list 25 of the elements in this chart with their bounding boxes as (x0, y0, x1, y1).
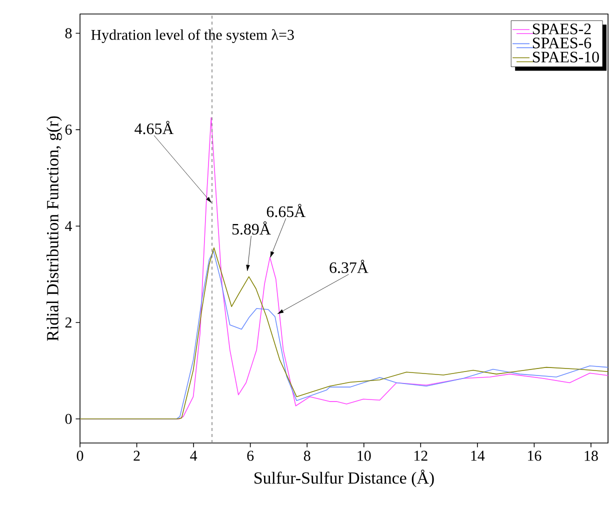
annotation: Hydration level of the system λ=3 (91, 29, 294, 43)
y-tick-label: 8 (65, 28, 72, 38)
x-tick-label: 10 (358, 450, 371, 461)
x-tick-label: 6 (247, 450, 254, 461)
annotation: 6.37Å (330, 260, 368, 274)
x-tick-label: 0 (76, 450, 84, 461)
legend-label: SPAES-2 (532, 24, 591, 34)
x-tick-label: 8 (304, 450, 310, 461)
y-tick-label: 6 (65, 124, 72, 135)
x-tick-label: 2 (134, 450, 140, 461)
x-tick-label: 14 (471, 450, 485, 461)
x-axis-title: Sulfur-Sulfur Distance (Å) (254, 470, 434, 488)
y-axis-title: Ridial Distribution Function, g(r) (46, 116, 62, 341)
legend-label: SPAES-10 (532, 52, 599, 62)
x-tick-label: 18 (584, 450, 598, 461)
y-tick-label: 4 (65, 221, 72, 232)
x-tick-label: 12 (414, 450, 428, 461)
y-tick-label: 0 (65, 414, 72, 424)
x-tick-label: 4 (190, 450, 198, 461)
x-tick-label: 16 (528, 450, 542, 461)
y-tick-label: 2 (65, 318, 72, 328)
legend-label: SPAES-6 (532, 38, 592, 48)
annotation: 6.65Å (266, 204, 306, 218)
annotation: 4.65Å (134, 120, 174, 134)
annotation: 5.89Å (232, 221, 271, 235)
